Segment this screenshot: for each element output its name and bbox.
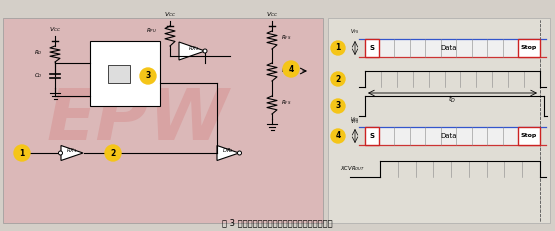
Text: $RX_1$: $RX_1$ (67, 146, 78, 155)
Text: Data: Data (440, 133, 457, 139)
Text: $RX_2$: $RX_2$ (188, 45, 200, 53)
Text: $R_{FS}$: $R_{FS}$ (281, 33, 291, 43)
Circle shape (14, 145, 30, 161)
Text: 3: 3 (335, 101, 341, 110)
Text: $R_D$: $R_D$ (34, 49, 43, 58)
Text: $V_{CC}$: $V_{CC}$ (49, 25, 61, 34)
Circle shape (283, 61, 299, 77)
Text: 4: 4 (335, 131, 341, 140)
Text: 4: 4 (289, 64, 294, 73)
Text: $R_{FS}$: $R_{FS}$ (281, 99, 291, 107)
Circle shape (331, 41, 345, 55)
Polygon shape (179, 42, 205, 60)
Circle shape (105, 145, 121, 161)
Text: S: S (370, 133, 375, 139)
Text: $C_D$: $C_D$ (34, 72, 43, 80)
Text: $V_{CC}$: $V_{CC}$ (266, 10, 278, 19)
Circle shape (331, 72, 345, 86)
Bar (328, 18, 550, 223)
Circle shape (331, 129, 345, 143)
Bar (379, 39, 518, 57)
Bar (365, 39, 379, 57)
Text: $V_{FS}$: $V_{FS}$ (350, 117, 360, 126)
Text: $V_{FS}$: $V_{FS}$ (350, 115, 360, 124)
Text: Data: Data (440, 45, 457, 51)
Polygon shape (217, 146, 239, 161)
Text: $XCVR_{OUT}$: $XCVR_{OUT}$ (340, 164, 365, 173)
Text: 2: 2 (335, 75, 341, 83)
Text: Stop: Stop (521, 134, 537, 139)
Circle shape (203, 49, 207, 53)
Text: 1: 1 (19, 149, 24, 158)
Bar (108, 65, 130, 83)
Text: $t_D$: $t_D$ (448, 94, 457, 105)
Text: $R_{PU}$: $R_{PU}$ (146, 27, 157, 35)
Text: 1: 1 (335, 43, 341, 52)
Text: $DR_2$: $DR_2$ (222, 146, 234, 155)
Bar (3, 18, 323, 223)
Circle shape (140, 68, 156, 84)
Polygon shape (61, 146, 83, 161)
Text: $R_T$: $R_T$ (281, 67, 290, 76)
Circle shape (58, 151, 63, 155)
Circle shape (331, 99, 345, 113)
Circle shape (238, 151, 241, 155)
Text: EPW: EPW (46, 86, 229, 155)
Text: $V_{CC}$: $V_{CC}$ (164, 10, 176, 19)
Text: 图 3 利用一个单触发电路实施的收发器时序控制: 图 3 利用一个单触发电路实施的收发器时序控制 (221, 218, 332, 227)
Text: Stop: Stop (521, 46, 537, 51)
Text: $V_{FS}$: $V_{FS}$ (350, 27, 360, 36)
Text: S: S (370, 45, 375, 51)
Bar (518, 127, 540, 145)
Text: 3: 3 (145, 72, 150, 80)
Bar (379, 127, 518, 145)
Text: 2: 2 (110, 149, 115, 158)
Bar (518, 39, 540, 57)
Bar (90, 41, 160, 106)
Bar (365, 127, 379, 145)
